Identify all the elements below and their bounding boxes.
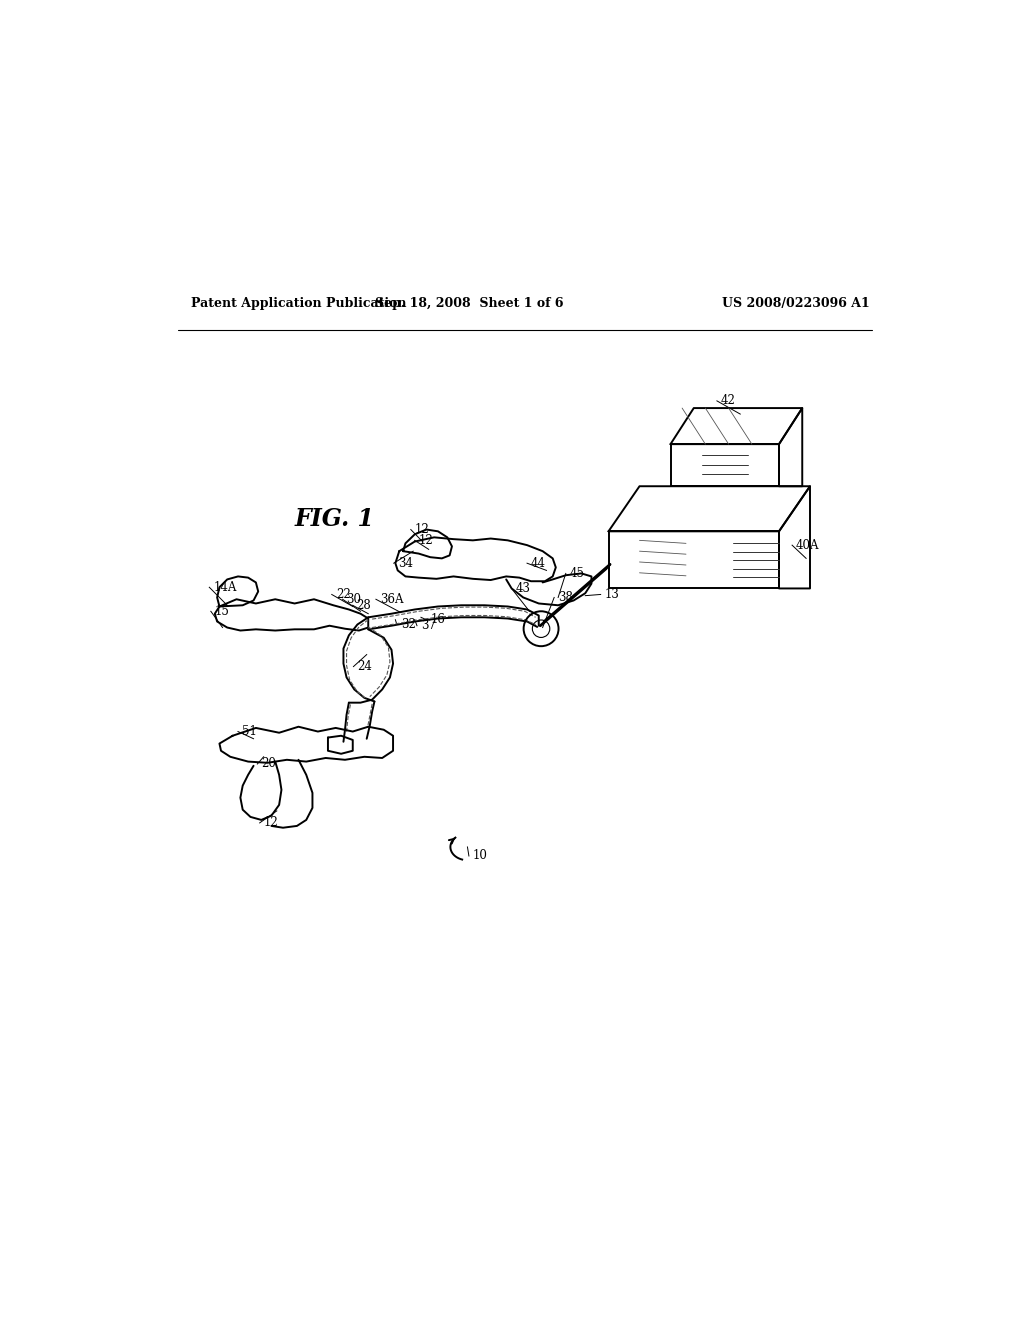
Text: 30: 30 [346, 593, 361, 606]
Text: 38: 38 [558, 591, 573, 605]
Text: 24: 24 [357, 660, 373, 673]
Text: 12: 12 [263, 816, 279, 829]
Text: 15: 15 [215, 605, 229, 618]
Text: Patent Application Publication: Patent Application Publication [191, 297, 407, 310]
Text: 10: 10 [473, 850, 487, 862]
Text: US 2008/0223096 A1: US 2008/0223096 A1 [722, 297, 870, 310]
Text: 36A: 36A [380, 593, 403, 606]
Text: 13: 13 [604, 587, 620, 601]
Text: 34: 34 [397, 557, 413, 570]
Text: FIG. 1: FIG. 1 [295, 507, 375, 531]
Text: 51: 51 [242, 725, 257, 738]
Text: 45: 45 [569, 566, 585, 579]
Text: 14A: 14A [213, 581, 237, 594]
Text: 42: 42 [721, 395, 736, 408]
Text: 22: 22 [336, 587, 350, 601]
Text: 44: 44 [531, 557, 546, 570]
Text: 37: 37 [421, 619, 436, 632]
Text: Sep. 18, 2008  Sheet 1 of 6: Sep. 18, 2008 Sheet 1 of 6 [375, 297, 563, 310]
Text: 12: 12 [419, 533, 433, 546]
Text: 40A: 40A [796, 539, 819, 552]
Text: 12: 12 [415, 523, 429, 536]
Text: 16: 16 [430, 614, 445, 626]
Text: 43: 43 [515, 582, 530, 595]
Text: 32: 32 [400, 618, 416, 631]
Text: 20: 20 [261, 758, 276, 771]
Text: 28: 28 [356, 599, 372, 611]
